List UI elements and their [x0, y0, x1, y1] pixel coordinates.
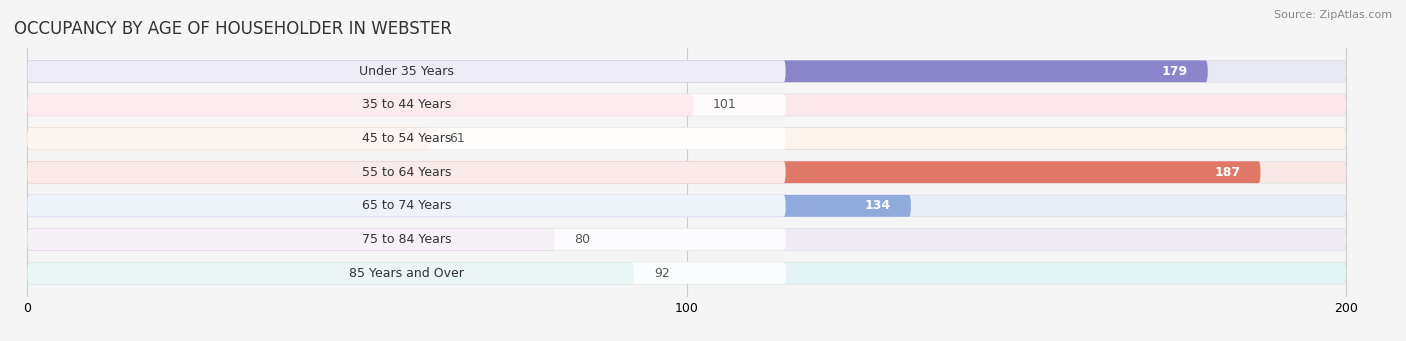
- FancyBboxPatch shape: [27, 228, 555, 250]
- FancyBboxPatch shape: [27, 128, 430, 149]
- FancyBboxPatch shape: [27, 94, 1346, 116]
- Text: 65 to 74 Years: 65 to 74 Years: [361, 199, 451, 212]
- FancyBboxPatch shape: [27, 262, 1346, 284]
- FancyBboxPatch shape: [27, 94, 786, 116]
- Text: 75 to 84 Years: 75 to 84 Years: [361, 233, 451, 246]
- Text: 179: 179: [1161, 65, 1188, 78]
- FancyBboxPatch shape: [27, 262, 634, 284]
- FancyBboxPatch shape: [27, 195, 1346, 217]
- FancyBboxPatch shape: [27, 161, 1261, 183]
- FancyBboxPatch shape: [27, 262, 786, 284]
- FancyBboxPatch shape: [27, 60, 786, 82]
- Text: 61: 61: [450, 132, 465, 145]
- Text: 45 to 54 Years: 45 to 54 Years: [361, 132, 451, 145]
- FancyBboxPatch shape: [27, 128, 786, 149]
- Text: 134: 134: [865, 199, 891, 212]
- Text: Source: ZipAtlas.com: Source: ZipAtlas.com: [1274, 10, 1392, 20]
- Text: 35 to 44 Years: 35 to 44 Years: [361, 99, 451, 112]
- FancyBboxPatch shape: [27, 195, 911, 217]
- Text: Under 35 Years: Under 35 Years: [359, 65, 454, 78]
- FancyBboxPatch shape: [27, 60, 1346, 82]
- Text: OCCUPANCY BY AGE OF HOUSEHOLDER IN WEBSTER: OCCUPANCY BY AGE OF HOUSEHOLDER IN WEBST…: [14, 20, 453, 38]
- Text: 92: 92: [654, 267, 669, 280]
- FancyBboxPatch shape: [27, 94, 693, 116]
- Text: 55 to 64 Years: 55 to 64 Years: [361, 166, 451, 179]
- Text: 80: 80: [575, 233, 591, 246]
- FancyBboxPatch shape: [27, 228, 1346, 250]
- FancyBboxPatch shape: [27, 60, 1208, 82]
- FancyBboxPatch shape: [27, 161, 786, 183]
- FancyBboxPatch shape: [27, 195, 786, 217]
- Text: 101: 101: [713, 99, 737, 112]
- FancyBboxPatch shape: [27, 128, 1346, 149]
- Text: 85 Years and Over: 85 Years and Over: [349, 267, 464, 280]
- FancyBboxPatch shape: [27, 228, 786, 250]
- Text: 187: 187: [1215, 166, 1240, 179]
- FancyBboxPatch shape: [27, 161, 1346, 183]
